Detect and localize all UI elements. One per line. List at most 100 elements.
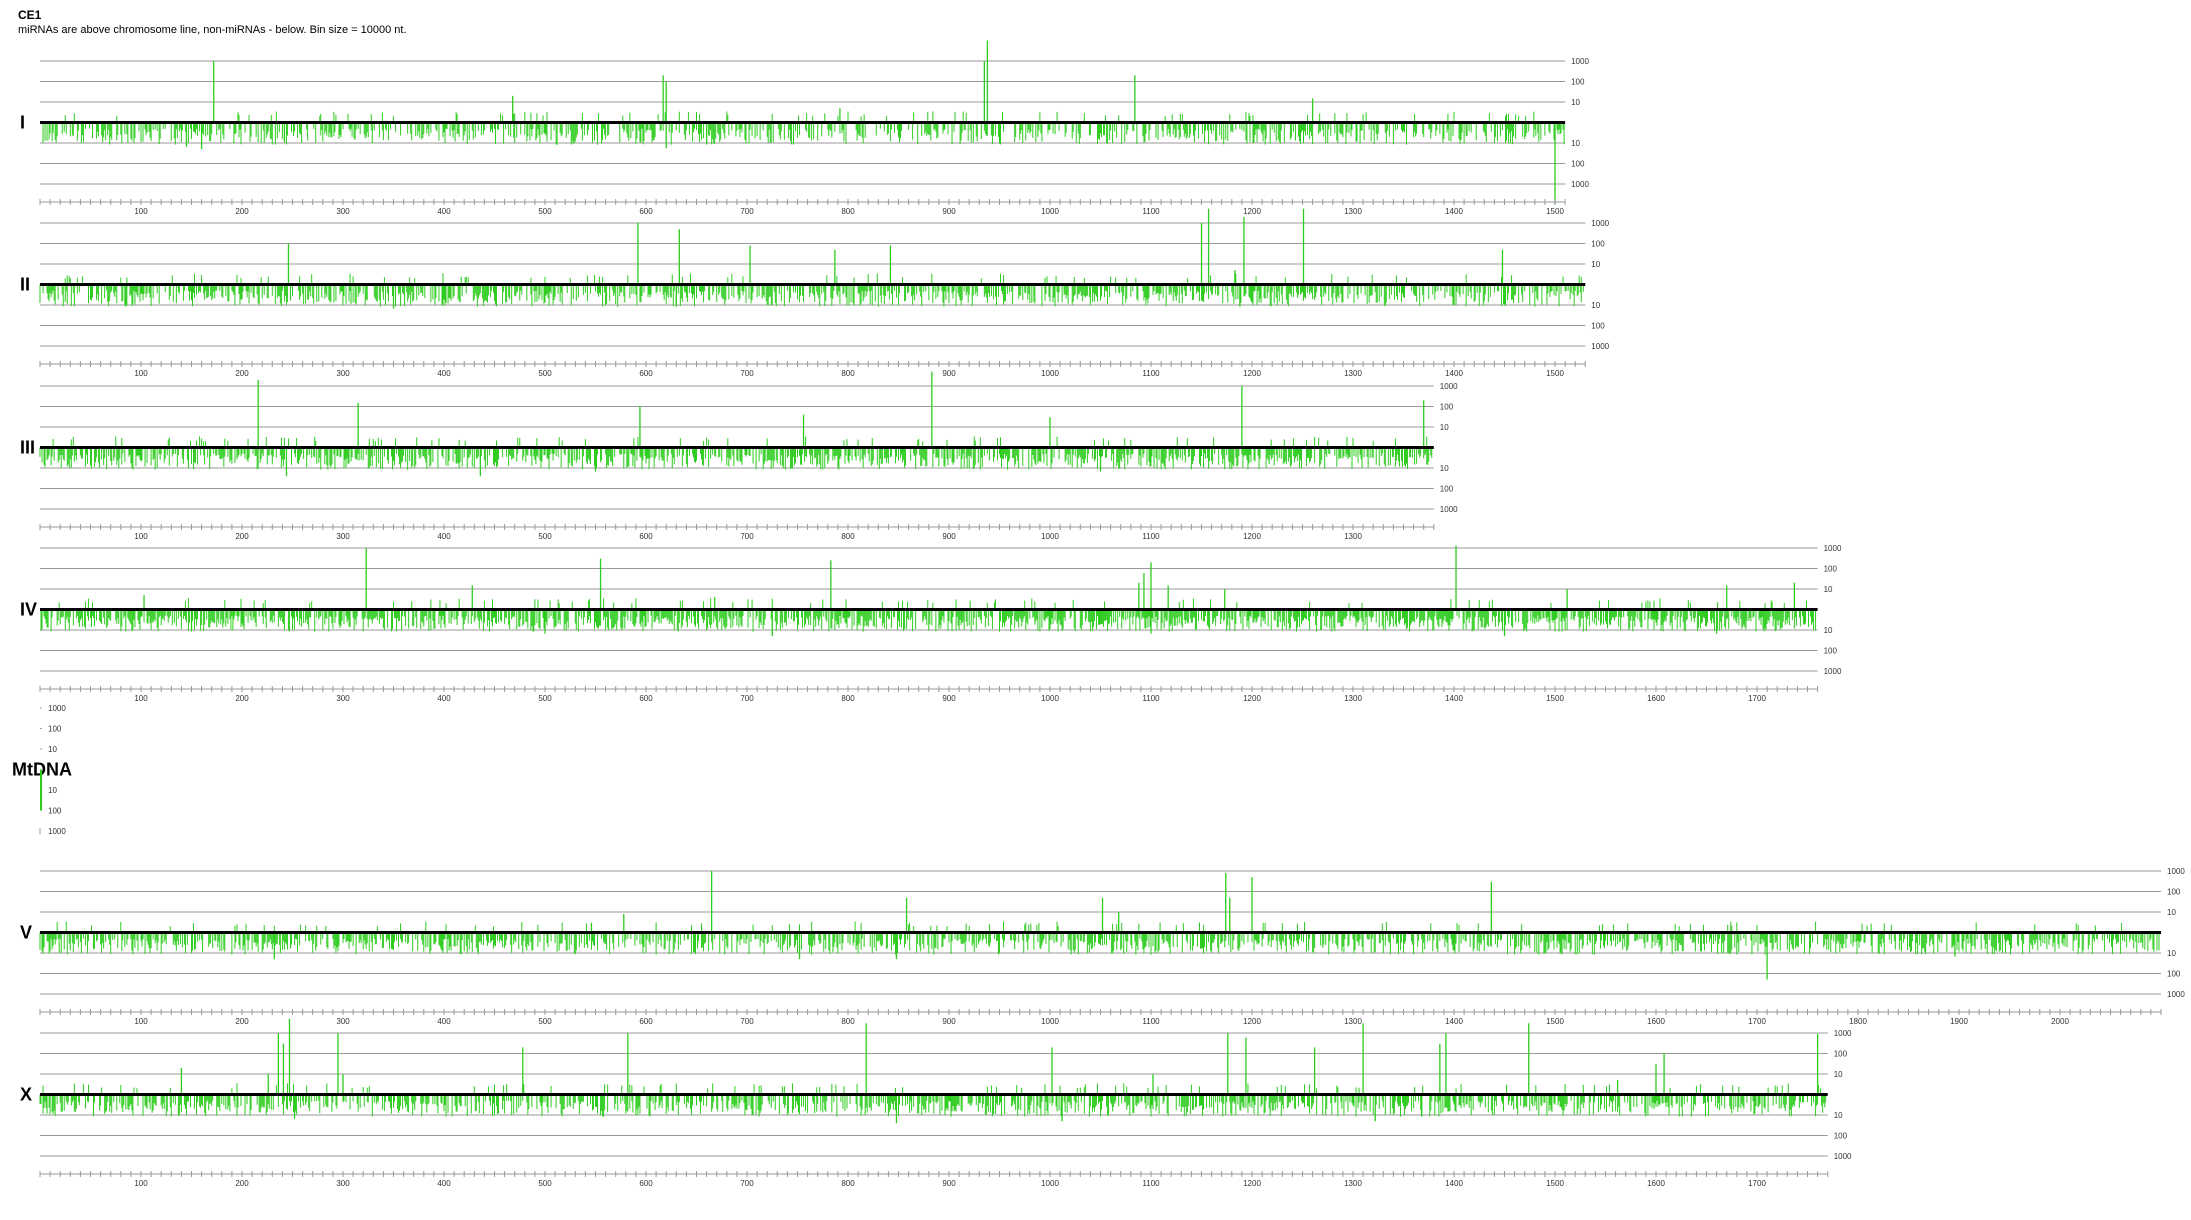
x-tick-label: 900 (942, 207, 956, 216)
y-tick-label-down: 100 (1591, 322, 1605, 331)
mirna-bars (58, 545, 1807, 610)
y-tick-label-up: 100 (1571, 78, 1585, 87)
chart-title: CE1 (18, 8, 42, 22)
x-tick-label: 1100 (1142, 532, 1160, 541)
x-tick-label: 1200 (1243, 532, 1261, 541)
y-tick-label-down: 100 (1571, 160, 1585, 169)
y-tick-label-down: 100 (1824, 647, 1838, 656)
x-tick-label: 700 (740, 694, 754, 703)
y-tick-label-up: 1000 (1571, 57, 1589, 66)
x-tick-label: 300 (336, 694, 350, 703)
y-tick-label-up: 1000 (48, 704, 66, 713)
y-tick-label-down: 100 (2167, 970, 2181, 979)
x-tick-label: 600 (639, 207, 653, 216)
y-tick-label-down: 10 (1440, 464, 1449, 473)
x-tick-label: 400 (437, 207, 451, 216)
x-tick-label: 1200 (1243, 694, 1261, 703)
y-tick-label-up: 10 (1440, 423, 1449, 432)
x-tick-label: 600 (639, 532, 653, 541)
x-tick-label: 200 (235, 532, 249, 541)
mirna-bars (56, 871, 2123, 933)
y-tick-label-down: 10 (1571, 139, 1580, 148)
x-tick-label: 900 (942, 694, 956, 703)
chromosome-panel-I: 1000 100 10 10 100 1000 I 100 200 300 400 500 600 700… (20, 40, 1589, 216)
x-tick-label: 1000 (1041, 532, 1059, 541)
y-tick-label-up: 100 (2167, 888, 2181, 897)
x-tick-label: 300 (336, 532, 350, 541)
y-tick-label-down: 1000 (1571, 180, 1589, 189)
y-tick-label-down: 100 (1440, 485, 1454, 494)
x-tick-label: 1400 (1445, 369, 1463, 378)
x-tick-label: 1300 (1344, 207, 1362, 216)
chromosome-panel-II: 1000 100 10 10 100 1000 II 100 200 300 400 500 600 70… (20, 208, 1610, 378)
x-tick-label: 300 (336, 207, 350, 216)
chart-header: CE1 miRNAs are above chromosome line, no… (18, 8, 407, 36)
x-tick-label: 400 (437, 694, 451, 703)
chromosome-label: IV (20, 600, 37, 620)
x-tick-label: 100 (134, 207, 148, 216)
y-tick-label-up: 100 (48, 725, 62, 734)
x-tick-label: 1100 (1142, 207, 1160, 216)
x-tick-label: 1600 (1647, 694, 1665, 703)
x-tick-label: 400 (437, 369, 451, 378)
y-tick-label-up: 10 (1571, 98, 1580, 107)
mirna-bars (64, 208, 1582, 285)
x-tick-label: 1300 (1344, 532, 1362, 541)
y-tick-label-down: 10 (48, 786, 57, 795)
x-tick-label: 1000 (1041, 694, 1059, 703)
x-tick-label: 1200 (1243, 207, 1261, 216)
x-tick-label: 900 (942, 532, 956, 541)
x-tick-label: 200 (235, 694, 249, 703)
chromosome-panel-IV: 1000 100 10 10 100 1000 IV 100 200 300 400 500 600 70… (20, 544, 1842, 703)
x-tick-label: 500 (538, 207, 552, 216)
y-tick-label-down: 1000 (2167, 990, 2185, 999)
x-tick-label: 200 (235, 207, 249, 216)
x-tick-label: 700 (740, 207, 754, 216)
x-tick-label: 800 (841, 369, 855, 378)
chromosome-panel-MtDNA: 100010010101001000MtDNA (12, 704, 72, 836)
y-tick-label-down: 10 (2167, 949, 2176, 958)
y-tick-label-up: 100 (1440, 403, 1454, 412)
x-tick-label: 600 (639, 369, 653, 378)
y-tick-label-up: 10 (48, 745, 57, 754)
x-tick-label: 500 (538, 694, 552, 703)
y-tick-label-down: 10 (1824, 626, 1833, 635)
non-mirna-bars (39, 447, 1433, 477)
x-tick-label: 1300 (1344, 694, 1362, 703)
x-tick-label: 700 (740, 369, 754, 378)
x-tick-label: 700 (740, 532, 754, 541)
non-mirna-bars (42, 122, 1565, 205)
chart-subtitle: miRNAs are above chromosome line, non-mi… (18, 24, 407, 36)
x-tick-label: 1000 (1041, 207, 1059, 216)
x-tick-label: 1700 (1748, 694, 1766, 703)
x-tick-label: 100 (134, 694, 148, 703)
x-tick-label: 500 (538, 369, 552, 378)
y-tick-label-down: 1000 (1440, 505, 1458, 514)
chromosome-label: II (20, 275, 30, 295)
x-tick-label: 1300 (1344, 369, 1362, 378)
chromosome-panel-III: 1000 100 10 10 100 1000 III 100 200 300 400 500 600 7… (20, 371, 1458, 541)
chromosome-label: I (20, 113, 25, 133)
x-tick-label: 900 (942, 369, 956, 378)
x-tick-label: 1000 (1041, 369, 1059, 378)
x-tick-label: 800 (841, 694, 855, 703)
y-tick-label-up: 10 (1591, 260, 1600, 269)
y-tick-label-up: 10 (2167, 908, 2176, 917)
y-tick-label-up: 1000 (1440, 382, 1458, 391)
x-tick-label: 1400 (1445, 694, 1463, 703)
x-tick-label: 1500 (1546, 694, 1564, 703)
y-tick-label-down: 1000 (1591, 342, 1609, 351)
y-tick-label-down: 100 (48, 807, 62, 816)
x-tick-label: 100 (134, 369, 148, 378)
x-tick-label: 300 (336, 369, 350, 378)
y-tick-label-up: 1000 (2167, 867, 2185, 876)
non-mirna-bars (40, 609, 1817, 637)
x-tick-label: 800 (841, 532, 855, 541)
chromosome-label: V (20, 923, 32, 943)
y-tick-label-up: 1000 (1824, 544, 1842, 553)
y-tick-label-up: 1000 (1591, 219, 1609, 228)
x-tick-label: 1500 (1546, 369, 1564, 378)
chromosome-label: III (20, 438, 35, 458)
x-tick-label: 600 (639, 694, 653, 703)
